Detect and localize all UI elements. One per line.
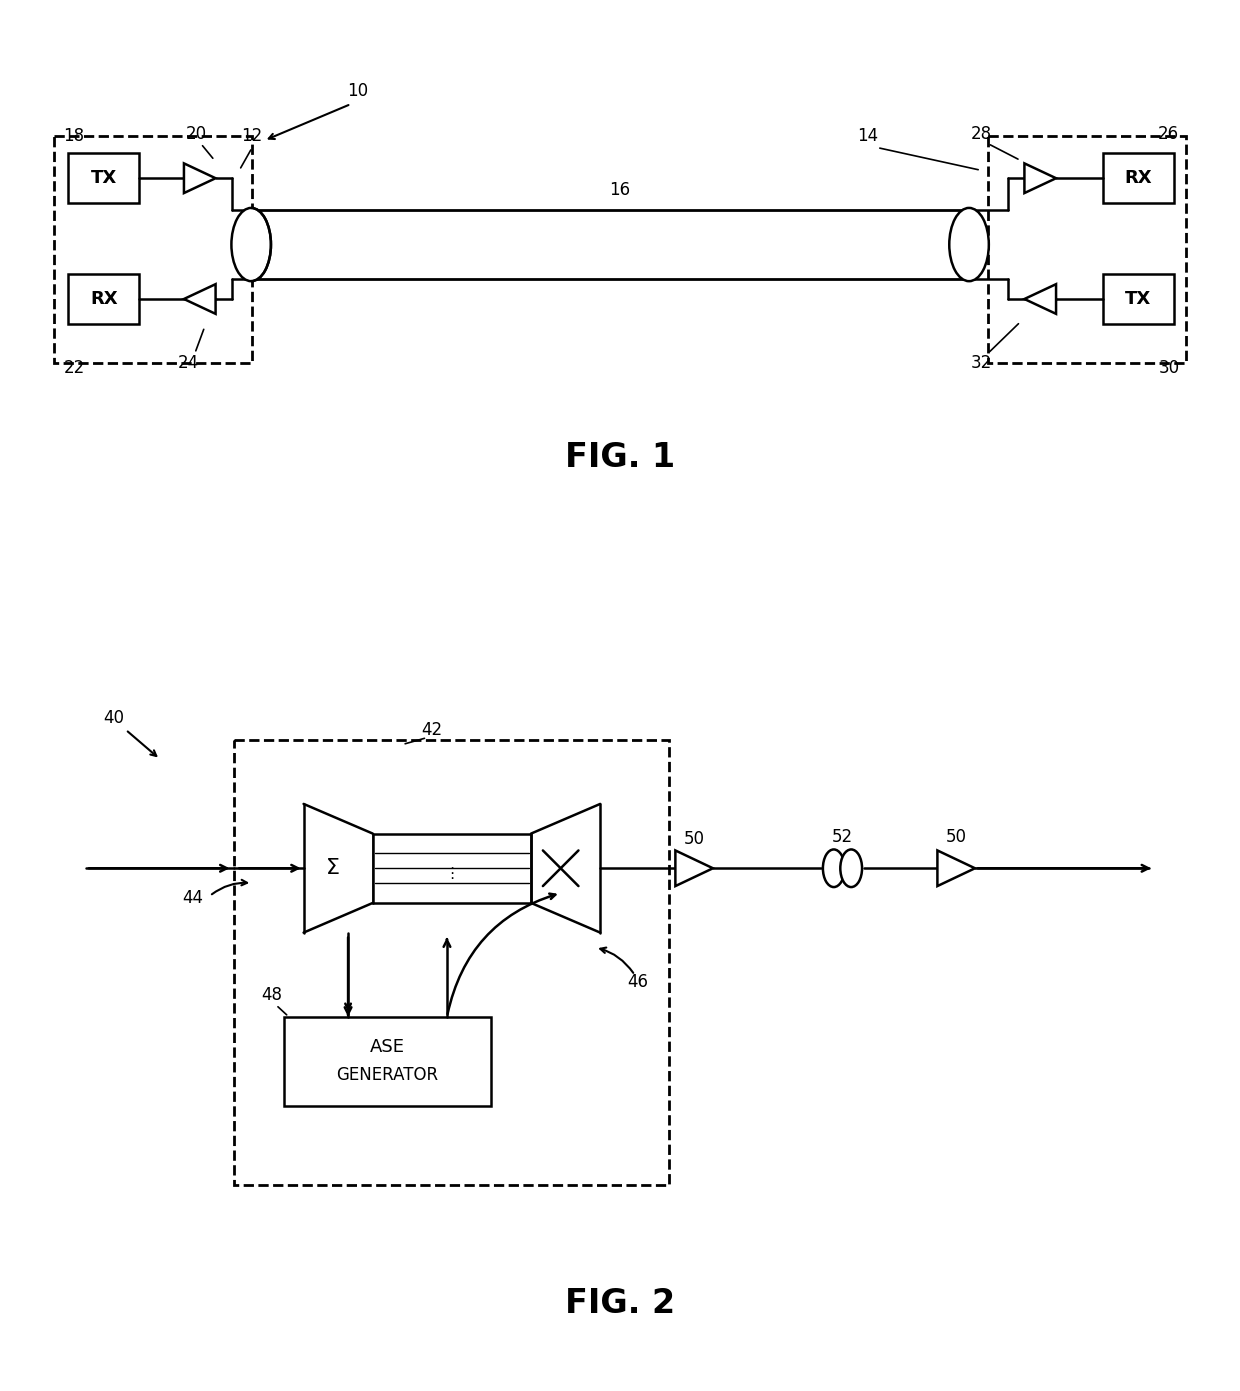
Bar xyxy=(1102,274,1174,324)
Bar xyxy=(55,136,252,363)
Text: 50: 50 xyxy=(946,828,967,846)
Polygon shape xyxy=(937,850,975,886)
Ellipse shape xyxy=(950,207,988,281)
Text: ASE: ASE xyxy=(370,1039,405,1056)
Bar xyxy=(373,833,531,903)
Bar xyxy=(1102,153,1174,203)
Text: 26: 26 xyxy=(1158,125,1179,143)
Text: 28: 28 xyxy=(971,125,992,143)
Text: 22: 22 xyxy=(63,359,84,377)
Text: 30: 30 xyxy=(1158,359,1179,377)
Bar xyxy=(68,153,139,203)
Text: 44: 44 xyxy=(182,889,203,907)
Text: 18: 18 xyxy=(63,127,84,145)
Text: FIG. 2: FIG. 2 xyxy=(565,1287,675,1320)
Text: RX: RX xyxy=(91,289,118,307)
Polygon shape xyxy=(184,163,216,193)
Text: 50: 50 xyxy=(683,829,704,847)
Text: Σ: Σ xyxy=(326,858,340,878)
Text: 40: 40 xyxy=(103,709,124,726)
Bar xyxy=(284,1017,491,1106)
Text: RX: RX xyxy=(1125,170,1152,188)
Bar xyxy=(988,136,1185,363)
Polygon shape xyxy=(1024,284,1056,314)
Text: 20: 20 xyxy=(186,125,207,143)
Polygon shape xyxy=(1024,163,1056,193)
Polygon shape xyxy=(184,284,216,314)
Polygon shape xyxy=(676,850,713,886)
Bar xyxy=(234,740,670,1185)
Text: 32: 32 xyxy=(970,355,992,373)
Text: GENERATOR: GENERATOR xyxy=(336,1066,439,1084)
Text: 16: 16 xyxy=(609,181,631,199)
Text: 10: 10 xyxy=(347,82,368,100)
Text: TX: TX xyxy=(91,170,117,188)
Text: FIG. 1: FIG. 1 xyxy=(565,441,675,474)
Text: 12: 12 xyxy=(242,127,263,145)
Text: 52: 52 xyxy=(832,828,853,846)
Text: 42: 42 xyxy=(422,721,443,739)
Text: 48: 48 xyxy=(262,986,283,1004)
Ellipse shape xyxy=(841,850,862,887)
Text: 46: 46 xyxy=(627,974,649,992)
Text: TX: TX xyxy=(1125,289,1151,307)
Text: 24: 24 xyxy=(177,355,198,373)
Text: ⋮: ⋮ xyxy=(444,865,460,881)
Ellipse shape xyxy=(823,850,844,887)
Bar xyxy=(68,274,139,324)
Text: 14: 14 xyxy=(857,127,878,145)
Ellipse shape xyxy=(232,207,272,281)
